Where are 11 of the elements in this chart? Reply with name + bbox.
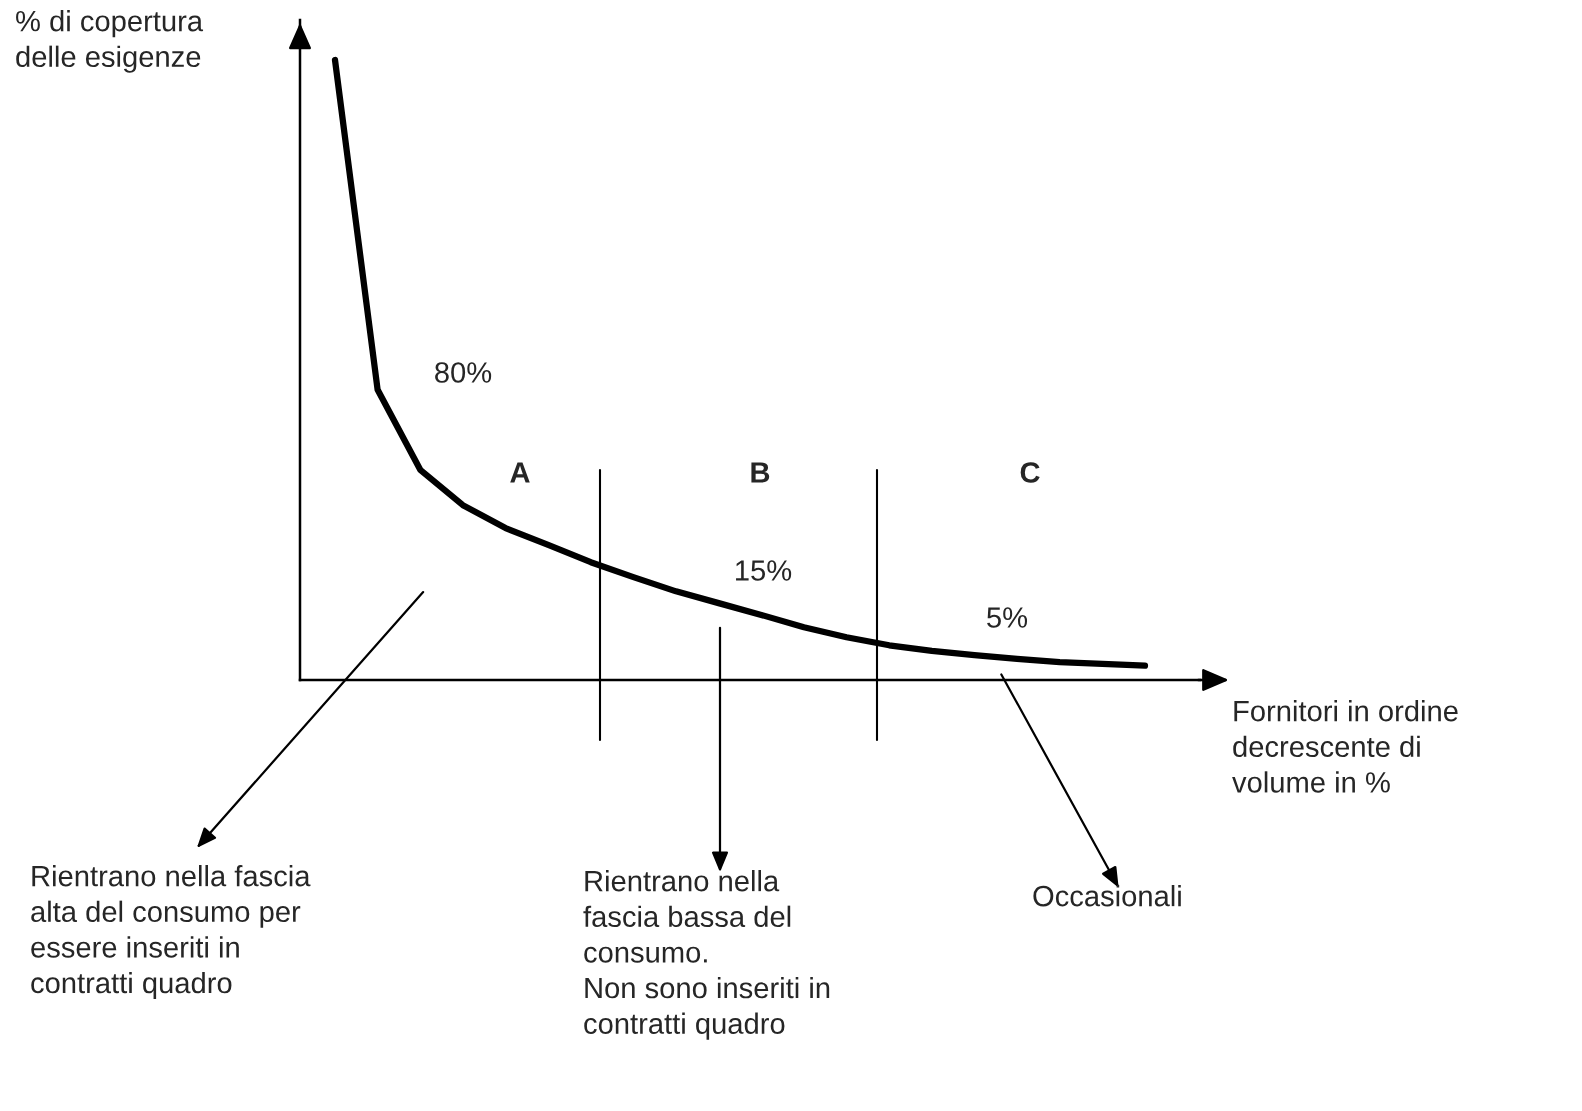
annotation: 80% bbox=[435, 362, 492, 383]
text: Occasionali bbox=[1033, 885, 1181, 907]
text: Rientrano nella fascia bassa del consumo. Non sono inseriti in contratti quadro bbox=[583, 870, 830, 1040]
x-axis-title: Fornitori in ordine decrescente di volume in % bbox=[1232, 700, 1458, 793]
annotation: 15% bbox=[736, 560, 792, 581]
y-axis-title: % di copertura delle esigenze bbox=[16, 10, 204, 73]
text: Rientrano nella fascia alta del consumo per essere inseriti in contratti quadro bbox=[31, 865, 311, 1000]
annotation: B bbox=[751, 462, 770, 483]
annotation: 5% bbox=[987, 607, 1028, 628]
annotation: C bbox=[1020, 462, 1040, 483]
annotation: A bbox=[510, 462, 530, 483]
